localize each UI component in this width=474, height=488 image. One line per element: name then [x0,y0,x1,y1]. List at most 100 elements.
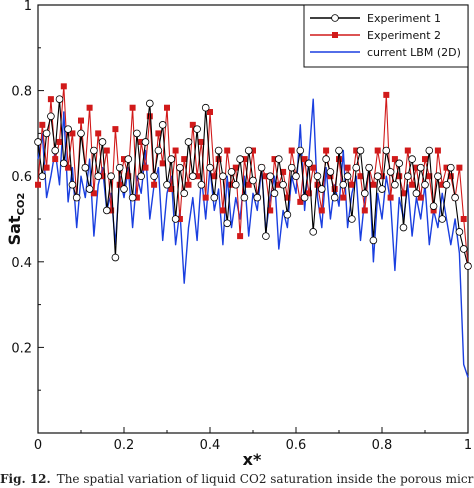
data-point [151,181,158,188]
figure-caption: Fig. 12. The spatial variation of liquid … [0,470,474,488]
data-point [197,180,206,189]
data-point [416,163,425,172]
data-point [250,147,256,154]
svg-text:SatCO2: SatCO2 [5,193,27,246]
data-point [55,95,64,103]
data-point [262,232,270,240]
data-point [386,168,395,176]
data-point [357,173,364,180]
y-tick-label: 0.6 [11,170,32,185]
data-point [42,129,51,138]
data-point [296,146,305,155]
data-point [271,156,278,163]
data-point [310,164,317,171]
plot-frame [37,4,469,434]
data-point [142,164,149,171]
data-point [137,172,146,181]
data-point [39,121,46,128]
data-point [326,168,335,176]
caption-text: The spatial variation of liquid CO2 satu… [56,472,474,486]
data-point [158,121,167,129]
data-point [167,155,176,163]
x-tick-label: 0 [34,438,42,453]
data-point [378,185,386,193]
series-layer [34,83,472,378]
data-point [439,181,446,188]
data-point [318,207,325,214]
data-point [413,164,420,171]
data-point [171,215,180,223]
data-point [138,138,145,145]
data-point [52,156,59,163]
legend: Experiment 1 Experiment 2 current LBM (2D) [303,4,469,68]
x-axis-label: x* [243,450,262,469]
data-point [181,156,188,163]
legend-marker [332,32,338,38]
legend-label: Experiment 1 [367,12,441,25]
data-point [288,147,295,154]
series-line [37,98,469,378]
data-point [412,189,421,198]
data-point [314,181,321,188]
data-point [417,194,424,201]
data-point [98,138,107,146]
data-point [379,173,385,180]
data-point [107,172,115,181]
data-point [383,91,390,98]
data-point [189,172,197,181]
data-point [172,147,179,154]
data-point [59,159,68,168]
data-point [224,147,231,154]
data-point [150,172,158,181]
data-point [456,164,463,171]
data-point [387,194,394,201]
data-point [327,173,334,180]
data-point [69,130,76,137]
data-point [232,180,240,189]
data-point [35,181,41,188]
legend-entry: current LBM (2D) [310,46,461,59]
data-point [446,163,455,172]
data-point [86,104,93,111]
data-point [434,147,441,154]
data-point [68,180,77,189]
data-point [400,190,407,197]
data-point [223,219,232,228]
data-point [189,121,196,128]
data-point [443,164,450,171]
data-point [284,194,291,201]
data-point [343,172,352,181]
data-point [43,164,50,171]
data-point [211,173,218,180]
x-tick-label: 1 [464,438,472,453]
data-point [434,172,442,181]
data-point [219,172,227,181]
data-point [322,155,330,163]
data-point [391,180,399,189]
data-point [184,138,193,146]
series-0 [34,95,472,270]
data-point [237,233,244,240]
data-point [116,181,123,188]
data-point [120,185,128,193]
data-point [455,228,464,236]
data-point [95,130,102,137]
data-point [124,155,133,163]
data-point [51,146,59,155]
x-tick-label: 0.8 [372,438,393,453]
data-point [451,193,459,202]
legend-box [303,4,469,68]
data-point [253,193,262,202]
data-point [163,180,171,189]
caption-lead: Fig. 12. [0,472,51,486]
data-point [430,207,437,214]
data-point [99,173,106,180]
data-point [374,147,381,154]
data-point [236,155,244,163]
data-point [193,125,201,133]
data-point [399,223,408,232]
data-point [373,172,382,181]
y-tick-label: 0.4 [11,256,32,271]
data-point [125,173,132,180]
data-point [155,130,162,137]
